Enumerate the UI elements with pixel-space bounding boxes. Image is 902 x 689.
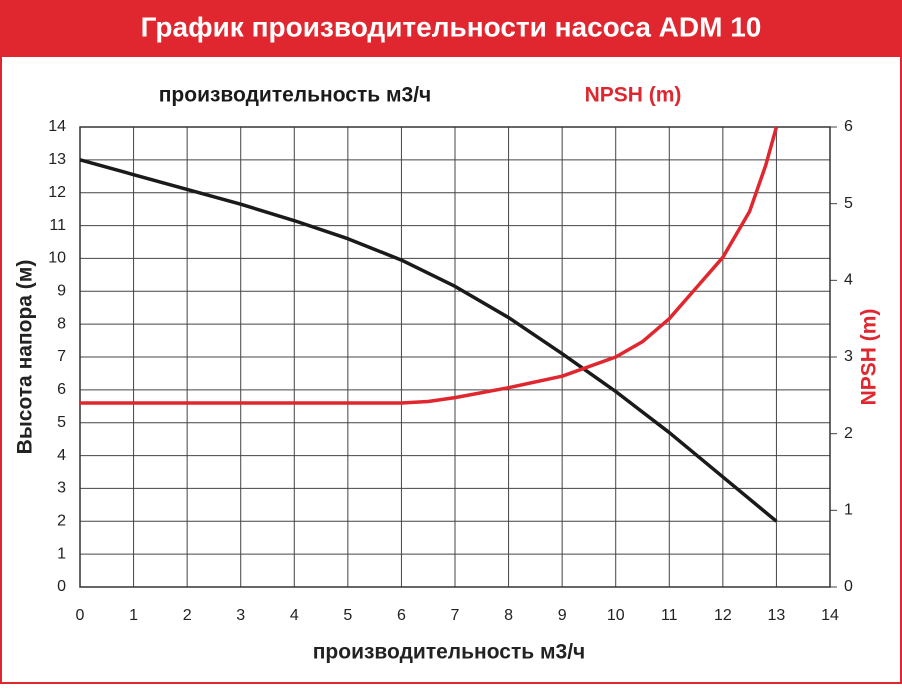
- y2-tick-label: 3: [844, 348, 853, 365]
- y-tick-label: 0: [57, 578, 66, 595]
- y-tick-label: 12: [48, 184, 66, 201]
- y-tick-label: 10: [48, 250, 66, 267]
- x-tick-label: 10: [607, 607, 625, 624]
- series-line: [80, 126, 779, 405]
- y-tick-label: 3: [57, 480, 66, 497]
- y-tick-label: 9: [57, 283, 66, 300]
- x-tick-label: 11: [661, 607, 678, 624]
- x-tick-label: 13: [768, 607, 786, 624]
- x-tick-label: 0: [76, 607, 85, 624]
- y-tick-label: 8: [57, 315, 66, 332]
- x-tick-label: 14: [821, 607, 839, 624]
- y2-axis-label: NPSH (m): [858, 309, 881, 406]
- y-tick-label: 13: [48, 151, 66, 168]
- x-axis-label: производительность м3/ч: [313, 641, 586, 664]
- x-tick-label: 9: [558, 607, 567, 624]
- y2-tick-label: 0: [844, 578, 853, 595]
- x-tick-label: 4: [290, 607, 299, 624]
- y-tick-label: 1: [57, 545, 66, 562]
- legend-label: NPSH (m): [585, 84, 682, 107]
- y-tick-label: 4: [57, 447, 66, 464]
- series-line: [79, 158, 778, 523]
- y2-tick-label: 6: [844, 118, 853, 135]
- x-tick-label: 2: [183, 607, 192, 624]
- y-tick-label: 14: [48, 118, 66, 135]
- x-tick-label: 12: [714, 607, 732, 624]
- x-tick-label: 8: [504, 607, 513, 624]
- plot-border: [79, 126, 831, 588]
- y2-tick-label: 4: [844, 272, 853, 289]
- x-tick-label: 7: [451, 607, 460, 624]
- header-band: [0, 0, 902, 57]
- y2-tick-label: 2: [844, 425, 853, 442]
- legend-label: производительность м3/ч: [159, 84, 432, 107]
- y-tick-label: 6: [57, 381, 66, 398]
- y-axis-label: Высота напора (м): [14, 260, 37, 455]
- x-tick-label: 6: [397, 607, 406, 624]
- y-tick-label: 7: [57, 348, 66, 365]
- y-tick-label: 2: [57, 513, 66, 530]
- x-tick-label: 1: [129, 607, 138, 624]
- x-tick-label: 5: [343, 607, 352, 624]
- x-tick-label: 3: [236, 607, 245, 624]
- y2-tick-label: 5: [844, 195, 853, 212]
- y2-tick-label: 1: [844, 502, 853, 519]
- chart-title: График производительности насоса ADM 10: [141, 11, 762, 42]
- y-tick-label: 11: [49, 217, 66, 234]
- y-tick-label: 5: [57, 414, 66, 431]
